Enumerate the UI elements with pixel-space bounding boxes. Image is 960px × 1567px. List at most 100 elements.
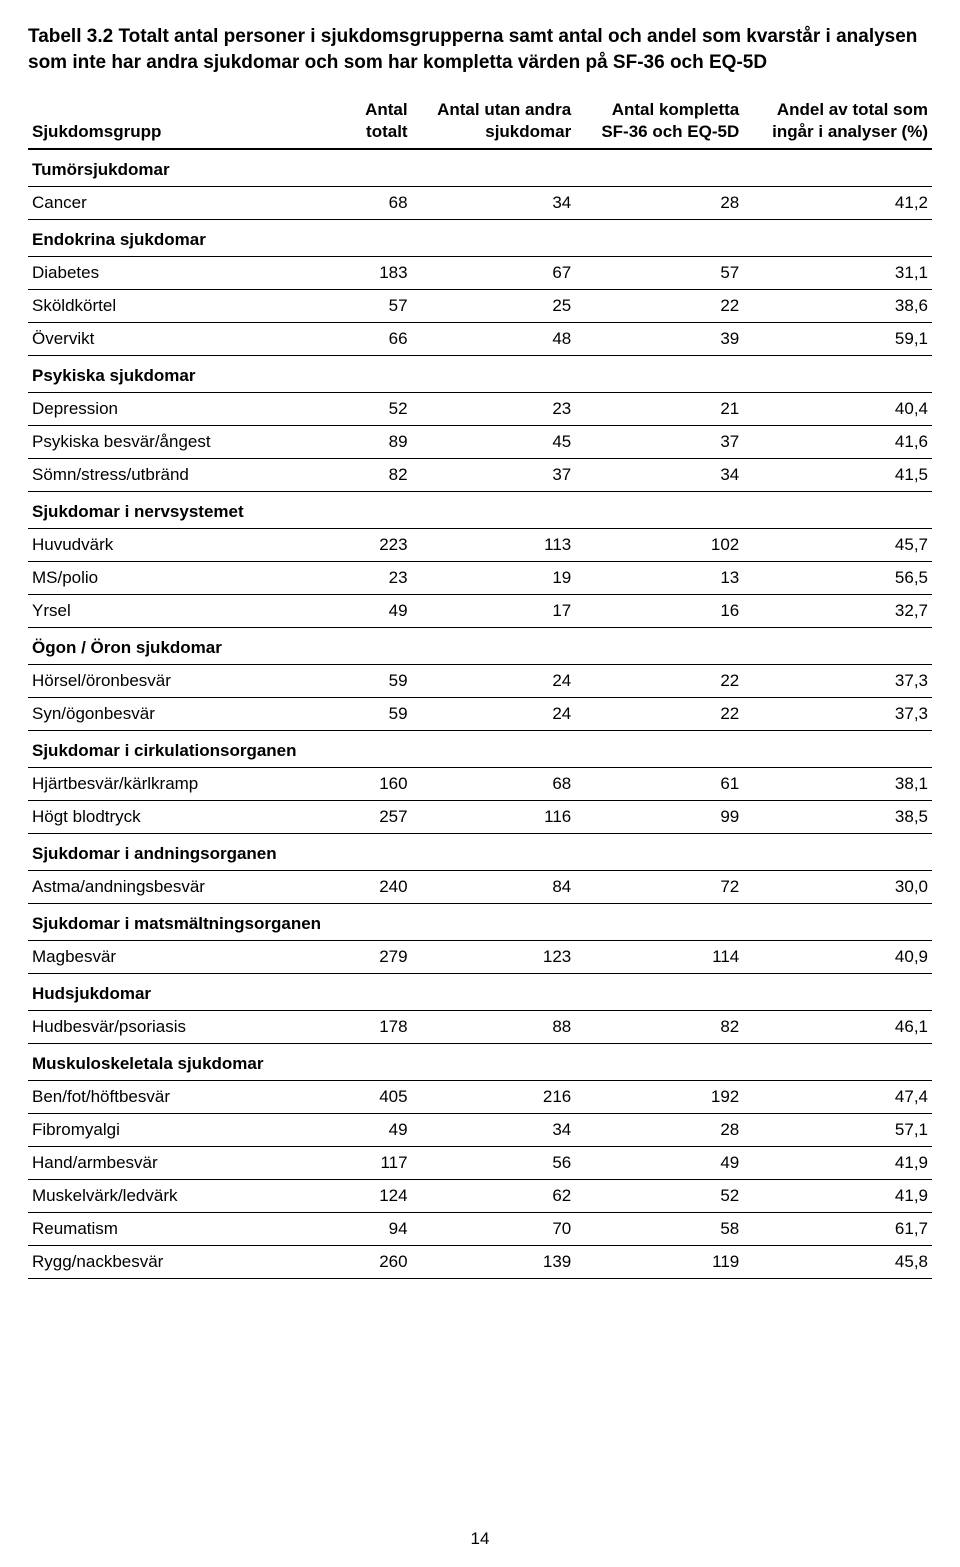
cell-value: 39	[575, 322, 743, 355]
table-row: Huvudvärk22311310245,7	[28, 528, 932, 561]
row-label: Sömn/stress/utbränd	[28, 458, 353, 491]
row-label: Magbesvär	[28, 940, 353, 973]
table-row: Hudbesvär/psoriasis178888246,1	[28, 1010, 932, 1043]
group-header-row: Ögon / Öron sjukdomar	[28, 627, 932, 664]
table-row: Sköldkörtel57252238,6	[28, 289, 932, 322]
cell-value: 124	[353, 1179, 411, 1212]
cell-value: 34	[412, 186, 576, 219]
cell-value: 13	[575, 561, 743, 594]
table-row: MS/polio23191356,5	[28, 561, 932, 594]
cell-value: 114	[575, 940, 743, 973]
table-header: Sjukdomsgrupp Antal totalt Antal utan an…	[28, 93, 932, 149]
table-row: Fibromyalgi49342857,1	[28, 1113, 932, 1146]
table-title: Tabell 3.2 Totalt antal personer i sjukd…	[28, 24, 932, 75]
cell-value: 21	[575, 392, 743, 425]
col-header-total-line1: Antal	[365, 100, 408, 119]
table-row: Depression52232140,4	[28, 392, 932, 425]
row-label: Yrsel	[28, 594, 353, 627]
row-label: Ben/fot/höftbesvär	[28, 1080, 353, 1113]
group-header-row: Tumörsjukdomar	[28, 149, 932, 187]
cell-value: 405	[353, 1080, 411, 1113]
cell-value: 22	[575, 664, 743, 697]
cell-value: 45,7	[743, 528, 932, 561]
table-row: Övervikt66483959,1	[28, 322, 932, 355]
cell-value: 216	[412, 1080, 576, 1113]
cell-value: 40,9	[743, 940, 932, 973]
cell-value: 37	[412, 458, 576, 491]
row-label: Cancer	[28, 186, 353, 219]
cell-value: 49	[353, 594, 411, 627]
table-row: Högt blodtryck2571169938,5	[28, 800, 932, 833]
col-header-group-label: Sjukdomsgrupp	[32, 122, 161, 141]
cell-value: 240	[353, 870, 411, 903]
cell-value: 94	[353, 1212, 411, 1245]
cell-value: 102	[575, 528, 743, 561]
table-row: Diabetes183675731,1	[28, 256, 932, 289]
cell-value: 37,3	[743, 664, 932, 697]
cell-value: 260	[353, 1245, 411, 1278]
cell-value: 23	[353, 561, 411, 594]
data-table: Sjukdomsgrupp Antal totalt Antal utan an…	[28, 93, 932, 1279]
cell-value: 34	[412, 1113, 576, 1146]
cell-value: 178	[353, 1010, 411, 1043]
table-row: Syn/ögonbesvär59242237,3	[28, 697, 932, 730]
cell-value: 49	[575, 1146, 743, 1179]
row-label: Astma/andningsbesvär	[28, 870, 353, 903]
cell-value: 160	[353, 767, 411, 800]
group-name: Sjukdomar i andningsorganen	[28, 833, 932, 870]
cell-value: 56,5	[743, 561, 932, 594]
table-row: Yrsel49171632,7	[28, 594, 932, 627]
cell-value: 59	[353, 664, 411, 697]
group-header-row: Psykiska sjukdomar	[28, 355, 932, 392]
cell-value: 139	[412, 1245, 576, 1278]
cell-value: 38,6	[743, 289, 932, 322]
cell-value: 59,1	[743, 322, 932, 355]
group-header-row: Sjukdomar i andningsorganen	[28, 833, 932, 870]
cell-value: 22	[575, 697, 743, 730]
cell-value: 49	[353, 1113, 411, 1146]
cell-value: 48	[412, 322, 576, 355]
cell-value: 99	[575, 800, 743, 833]
group-header-row: Muskuloskeletala sjukdomar	[28, 1043, 932, 1080]
table-row: Hjärtbesvär/kärlkramp160686138,1	[28, 767, 932, 800]
cell-value: 59	[353, 697, 411, 730]
cell-value: 192	[575, 1080, 743, 1113]
col-header-without-line1: Antal utan andra	[437, 100, 571, 119]
table-row: Magbesvär27912311440,9	[28, 940, 932, 973]
cell-value: 45,8	[743, 1245, 932, 1278]
cell-value: 123	[412, 940, 576, 973]
col-header-complete: Antal kompletta SF-36 och EQ-5D	[575, 93, 743, 149]
group-name: Sjukdomar i nervsystemet	[28, 491, 932, 528]
group-name: Sjukdomar i cirkulationsorganen	[28, 730, 932, 767]
cell-value: 52	[353, 392, 411, 425]
col-header-complete-line1: Antal kompletta	[612, 100, 740, 119]
table-row: Hand/armbesvär117564941,9	[28, 1146, 932, 1179]
cell-value: 47,4	[743, 1080, 932, 1113]
group-name: Tumörsjukdomar	[28, 149, 932, 187]
row-label: Hudbesvär/psoriasis	[28, 1010, 353, 1043]
cell-value: 22	[575, 289, 743, 322]
table-row: Rygg/nackbesvär26013911945,8	[28, 1245, 932, 1278]
row-label: MS/polio	[28, 561, 353, 594]
cell-value: 119	[575, 1245, 743, 1278]
col-header-complete-line2: SF-36 och EQ-5D	[601, 122, 739, 141]
cell-value: 41,5	[743, 458, 932, 491]
page-container: Tabell 3.2 Totalt antal personer i sjukd…	[0, 0, 960, 1567]
cell-value: 41,9	[743, 1146, 932, 1179]
cell-value: 89	[353, 425, 411, 458]
table-body: TumörsjukdomarCancer68342841,2Endokrina …	[28, 149, 932, 1279]
cell-value: 82	[353, 458, 411, 491]
cell-value: 25	[412, 289, 576, 322]
row-label: Muskelvärk/ledvärk	[28, 1179, 353, 1212]
row-label: Reumatism	[28, 1212, 353, 1245]
cell-value: 16	[575, 594, 743, 627]
cell-value: 57	[575, 256, 743, 289]
row-label: Högt blodtryck	[28, 800, 353, 833]
group-header-row: Sjukdomar i matsmältningsorganen	[28, 903, 932, 940]
cell-value: 32,7	[743, 594, 932, 627]
cell-value: 58	[575, 1212, 743, 1245]
cell-value: 72	[575, 870, 743, 903]
row-label: Depression	[28, 392, 353, 425]
cell-value: 68	[412, 767, 576, 800]
cell-value: 61	[575, 767, 743, 800]
